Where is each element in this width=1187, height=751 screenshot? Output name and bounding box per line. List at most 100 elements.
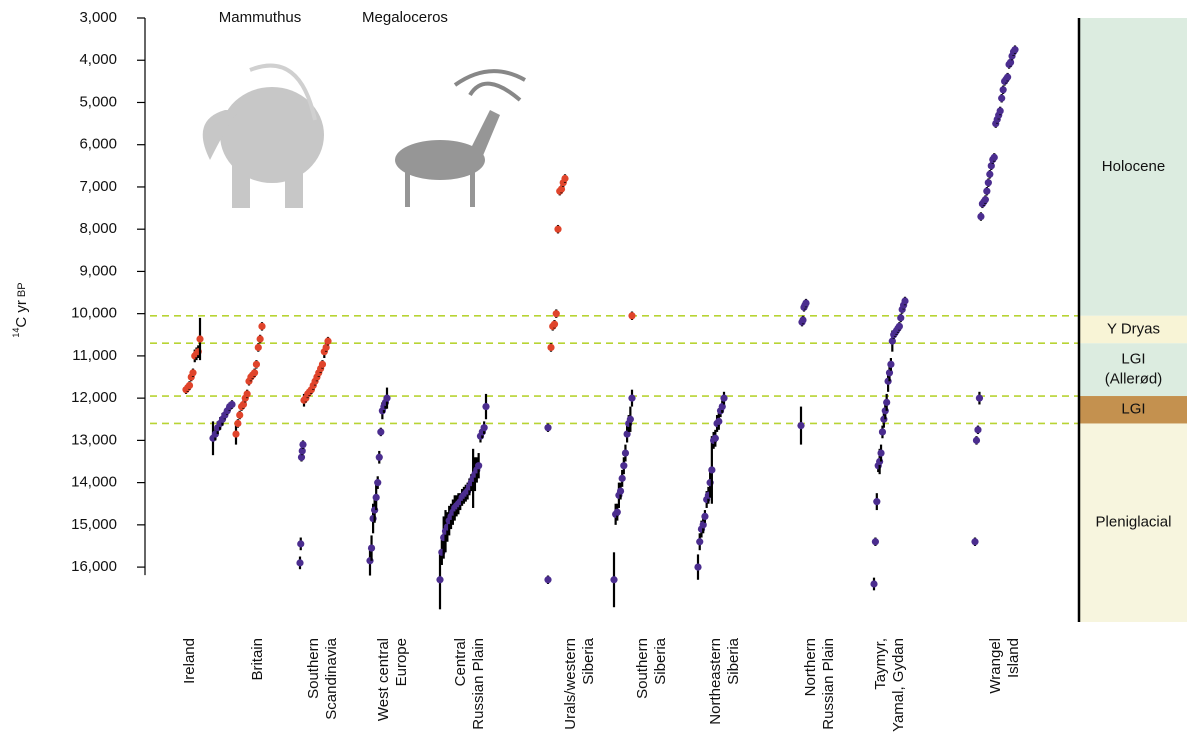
data-point (626, 415, 634, 423)
data-point (871, 538, 880, 546)
data-point (885, 369, 894, 377)
data-point (715, 417, 723, 425)
category-label: West central (375, 638, 392, 721)
data-point (610, 576, 618, 584)
legend-label: Mammuthus (219, 9, 302, 26)
data-point (977, 212, 985, 221)
y-tick-label: 16,000 (71, 558, 117, 575)
period-label: Y Dryas (1107, 320, 1160, 337)
data-point (557, 185, 566, 193)
data-point (897, 314, 905, 322)
data-point (374, 479, 382, 487)
data-point (628, 312, 636, 320)
data-point (189, 369, 197, 377)
data-point (1011, 46, 1019, 54)
data-point (708, 466, 716, 474)
data-point (797, 421, 805, 430)
data-point (887, 360, 895, 368)
category-label: Wrangel (987, 638, 1004, 694)
period-label: Pleniglacial (1096, 514, 1172, 531)
period-label: (Allerød) (1105, 371, 1163, 388)
data-point (322, 343, 330, 352)
data-point (613, 508, 621, 516)
data-point (888, 337, 896, 345)
data-point (983, 187, 991, 195)
data-point (250, 369, 259, 377)
data-point (984, 179, 992, 187)
y-tick-label: 12,000 (71, 389, 117, 406)
data-point (876, 457, 884, 466)
data-point (258, 322, 266, 330)
data-point (878, 428, 887, 436)
y-tick-label: 3,000 (79, 9, 117, 26)
data-point (254, 343, 262, 352)
data-point (699, 521, 707, 529)
data-point (436, 576, 444, 584)
data-point (234, 419, 242, 428)
data-point (799, 316, 807, 324)
data-point (228, 400, 236, 409)
data-point (299, 441, 307, 449)
period-label: LGI (1121, 351, 1145, 368)
data-point (696, 538, 704, 546)
data-point (987, 162, 995, 170)
category-label: Britain (249, 638, 266, 681)
data-point (873, 498, 881, 506)
y-tick-label: 15,000 (71, 516, 117, 533)
category-label: Scandinavia (323, 637, 340, 719)
category-label: Island (1005, 638, 1022, 678)
data-point (999, 86, 1007, 94)
category-label: Taymyr, (872, 638, 889, 690)
data-point (296, 559, 304, 567)
data-point (718, 402, 726, 411)
category-label: Northern (802, 638, 819, 696)
data-point (870, 580, 878, 588)
category-label: Siberia (652, 637, 669, 684)
y-tick-label: 7,000 (79, 178, 117, 195)
data-point (901, 297, 909, 305)
data-point (252, 360, 261, 368)
data-point (877, 449, 885, 457)
data-point (971, 538, 979, 546)
data-point (482, 402, 490, 411)
data-point (990, 153, 998, 161)
data-point (239, 400, 248, 409)
data-point (256, 335, 264, 343)
data-point (375, 453, 383, 461)
data-point (243, 390, 251, 398)
data-point (998, 94, 1006, 102)
data-point (318, 360, 327, 368)
data-point (377, 428, 385, 436)
data-point (974, 426, 982, 434)
y-tick-label: 5,000 (79, 93, 117, 110)
data-point (480, 424, 488, 432)
data-point (298, 447, 306, 455)
data-point (623, 430, 631, 438)
data-point (232, 430, 240, 438)
megaloceros-illustration (395, 69, 526, 207)
period-band (1080, 423, 1187, 622)
data-point (383, 394, 391, 402)
data-point (236, 411, 244, 419)
y-tick-label: 13,000 (71, 431, 117, 448)
category-label: Northeastern (707, 638, 724, 725)
category-label: Russian Plain (470, 638, 487, 730)
y-tick-label: 11,000 (72, 347, 117, 364)
y-axis-label-unit: BP (16, 282, 28, 297)
data-point (620, 462, 628, 470)
period-label: LGI (1121, 401, 1145, 418)
data-point (996, 107, 1004, 115)
data-point (975, 394, 984, 402)
data-point (621, 449, 630, 457)
period-band (1080, 396, 1187, 424)
y-tick-label: 6,000 (79, 136, 117, 153)
data-point (618, 474, 626, 482)
data-point (196, 335, 204, 343)
data-point (883, 398, 891, 406)
data-point (554, 225, 562, 233)
data-point (802, 299, 810, 307)
y-axis-label-main: C yr (13, 300, 30, 328)
y-tick-label: 14,000 (71, 474, 117, 491)
